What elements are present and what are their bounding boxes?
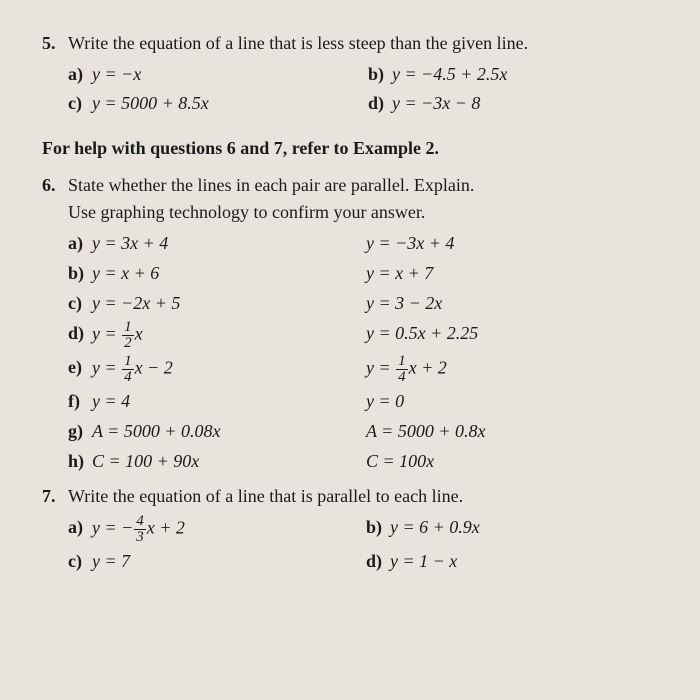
question-5: 5. Write the equation of a line that is …: [42, 30, 668, 57]
q5-c-eq: y = 5000 + 8.5x: [92, 90, 209, 117]
q6-a: a)y = 3x + 4 y = −3x + 4: [68, 230, 668, 257]
q6-a-left: y = 3x + 4: [92, 230, 168, 257]
q7-c-eq: y = 7: [92, 548, 130, 575]
q6-e: e) y = 14x − 2 y = 14x + 2: [68, 354, 668, 385]
q6-a-letter: a): [68, 230, 92, 257]
q6-b: b)y = x + 6 y = x + 7: [68, 260, 668, 287]
q6-c-letter: c): [68, 290, 92, 317]
q7-b: b) y = 6 + 0.9x: [366, 514, 668, 545]
q5-b-eq: y = −4.5 + 2.5x: [392, 61, 507, 88]
q5-d-eq: y = −3x − 8: [392, 90, 480, 117]
q6-b-left: y = x + 6: [92, 260, 159, 287]
question-7: 7. Write the equation of a line that is …: [42, 483, 668, 510]
q5-c: c) y = 5000 + 8.5x: [68, 90, 368, 117]
textbook-page: 5. Write the equation of a line that is …: [0, 0, 700, 598]
q6-h: h)C = 100 + 90x C = 100x: [68, 448, 668, 475]
q6-f: f)y = 4 y = 0: [68, 388, 668, 415]
q7-row-ab: a) y = −43x + 2 b) y = 6 + 0.9x: [68, 514, 668, 545]
helper-text: For help with questions 6 and 7, refer t…: [42, 135, 668, 162]
q5-row-cd: c) y = 5000 + 8.5x d) y = −3x − 8: [68, 90, 668, 117]
q5-a: a) y = −x: [68, 61, 368, 88]
q7-a: a) y = −43x + 2: [68, 514, 366, 545]
q7-c-letter: c): [68, 548, 92, 575]
q6-e-right: y = 14x + 2: [366, 354, 668, 385]
q6-e-letter: e): [68, 354, 92, 385]
q6-prompt: State whether the lines in each pair are…: [68, 172, 668, 226]
q6-f-right: y = 0: [366, 388, 668, 415]
q7-a-eq: y = −43x + 2: [92, 514, 185, 545]
q6-g-right: A = 5000 + 0.8x: [366, 418, 668, 445]
q5-prompt: Write the equation of a line that is les…: [68, 30, 668, 57]
q5-d: d) y = −3x − 8: [368, 90, 668, 117]
q7-a-letter: a): [68, 514, 92, 545]
q5-row-ab: a) y = −x b) y = −4.5 + 2.5x: [68, 61, 668, 88]
q6-pairs: a)y = 3x + 4 y = −3x + 4 b)y = x + 6 y =…: [68, 230, 668, 475]
q6-g: g)A = 5000 + 0.08x A = 5000 + 0.8x: [68, 418, 668, 445]
q7-b-eq: y = 6 + 0.9x: [390, 514, 480, 545]
q5-number: 5.: [42, 30, 68, 57]
q6-d-letter: d): [68, 320, 92, 351]
q7-b-letter: b): [366, 514, 390, 545]
question-6: 6. State whether the lines in each pair …: [42, 172, 668, 226]
q6-d: d) y = 12x y = 0.5x + 2.25: [68, 320, 668, 351]
q5-a-eq: y = −x: [92, 61, 141, 88]
q6-prompt2: Use graphing technology to confirm your …: [68, 199, 668, 226]
q6-number: 6.: [42, 172, 68, 226]
q6-c-right: y = 3 − 2x: [366, 290, 668, 317]
q6-f-left: y = 4: [92, 388, 130, 415]
q7-d-eq: y = 1 − x: [390, 548, 457, 575]
q6-h-left: C = 100 + 90x: [92, 448, 199, 475]
q7-number: 7.: [42, 483, 68, 510]
q6-c-left: y = −2x + 5: [92, 290, 180, 317]
q5-a-letter: a): [68, 61, 92, 88]
q6-a-right: y = −3x + 4: [366, 230, 668, 257]
q6-g-left: A = 5000 + 0.08x: [92, 418, 220, 445]
q5-b-letter: b): [368, 61, 392, 88]
q5-b: b) y = −4.5 + 2.5x: [368, 61, 668, 88]
q5-c-letter: c): [68, 90, 92, 117]
q7-d-letter: d): [366, 548, 390, 575]
q6-e-left: y = 14x − 2: [92, 354, 173, 385]
q6-d-right: y = 0.5x + 2.25: [366, 320, 668, 351]
q7-row-cd: c) y = 7 d) y = 1 − x: [68, 548, 668, 575]
q7-prompt: Write the equation of a line that is par…: [68, 483, 668, 510]
q6-prompt1: State whether the lines in each pair are…: [68, 172, 668, 199]
q6-c: c)y = −2x + 5 y = 3 − 2x: [68, 290, 668, 317]
q6-g-letter: g): [68, 418, 92, 445]
q7-d: d) y = 1 − x: [366, 548, 668, 575]
q7-c: c) y = 7: [68, 548, 366, 575]
q6-d-left: y = 12x: [92, 320, 143, 351]
q6-h-right: C = 100x: [366, 448, 668, 475]
q5-d-letter: d): [368, 90, 392, 117]
q6-h-letter: h): [68, 448, 92, 475]
q6-f-letter: f): [68, 388, 92, 415]
q6-b-right: y = x + 7: [366, 260, 668, 287]
q6-b-letter: b): [68, 260, 92, 287]
